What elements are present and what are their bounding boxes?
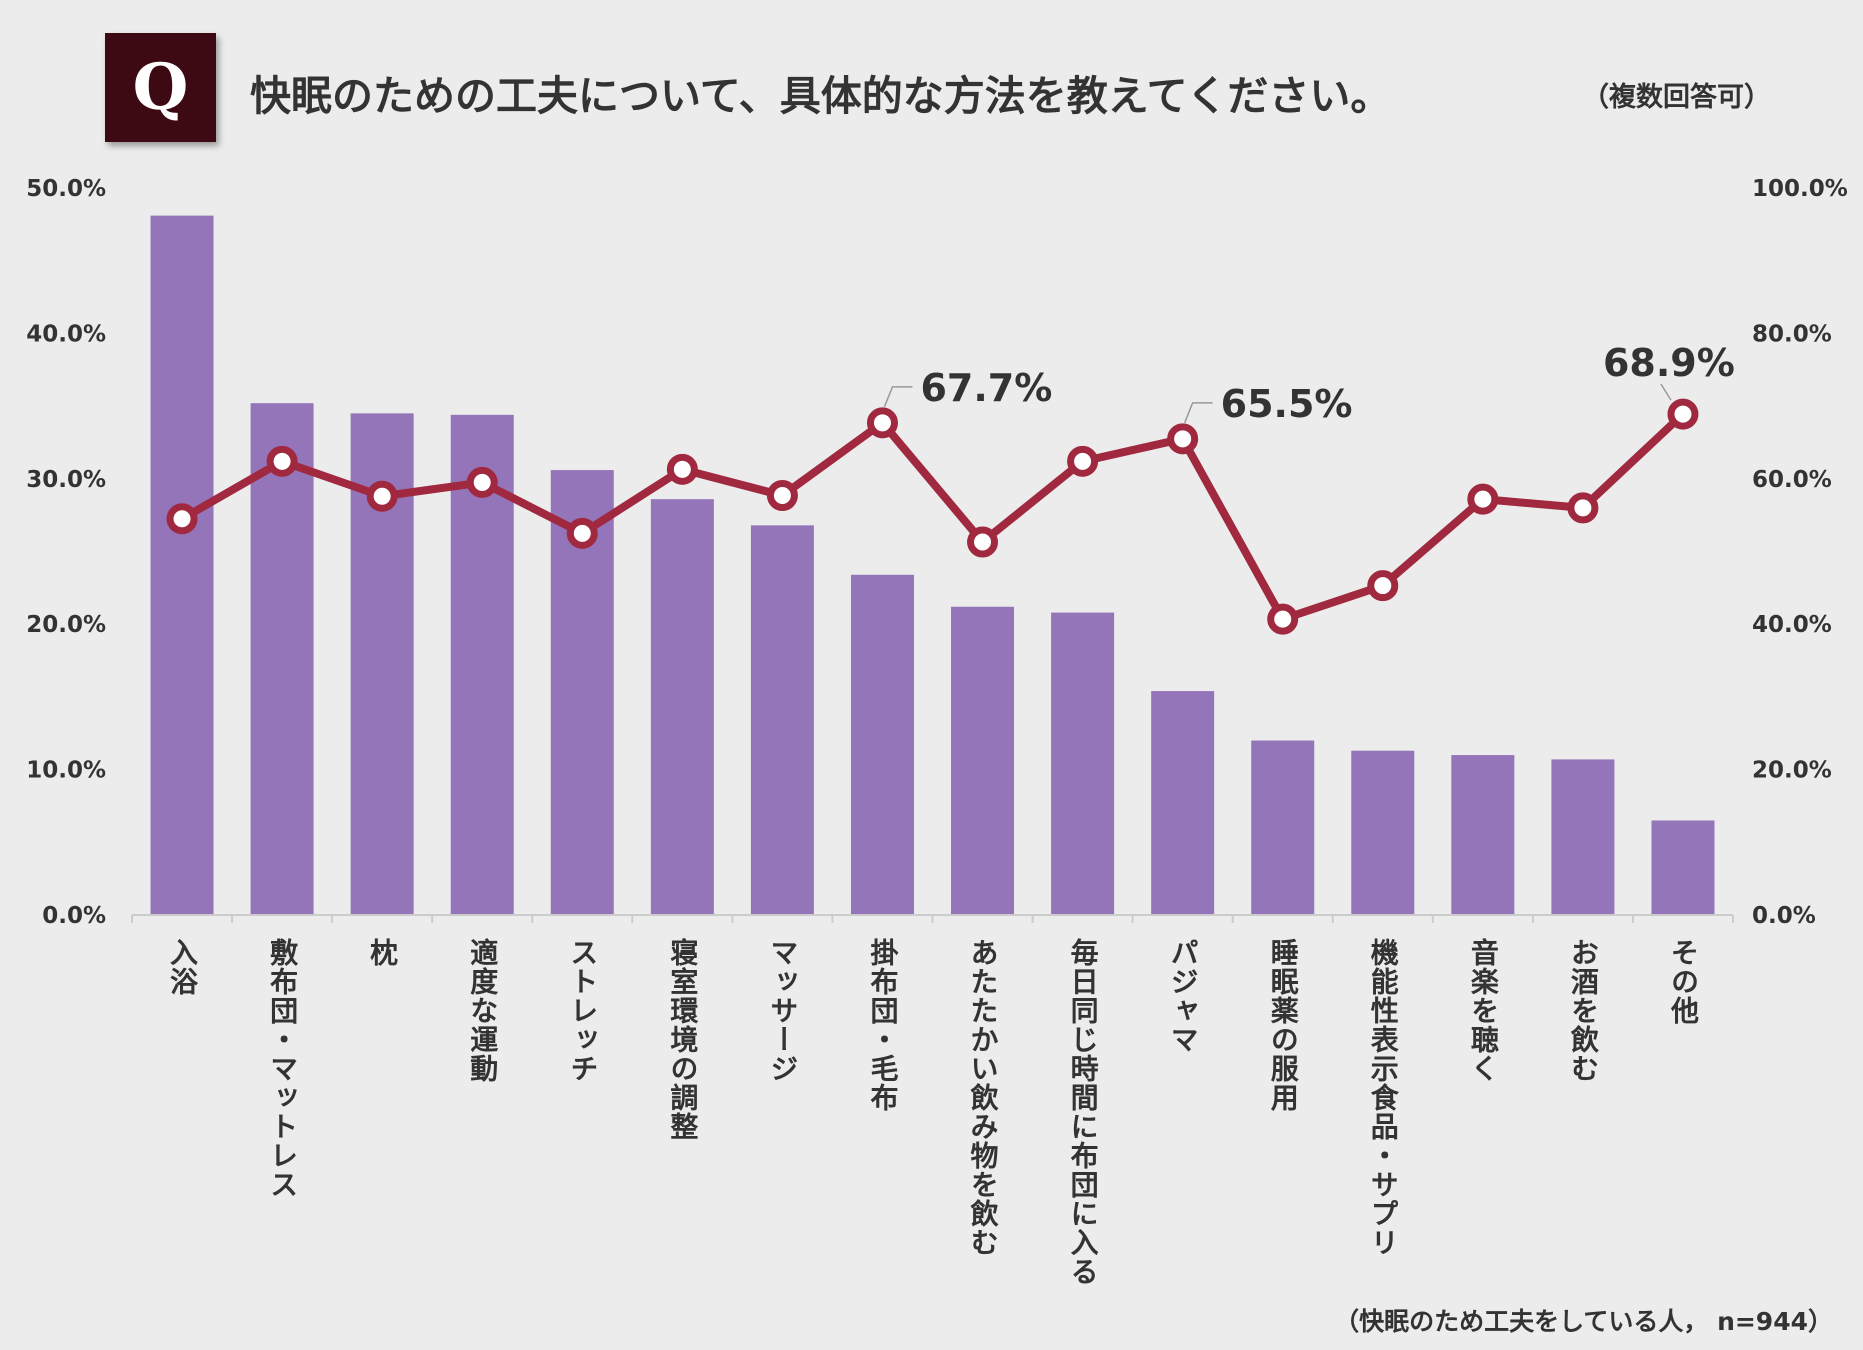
right-tick-label: 20.0%	[1752, 758, 1832, 784]
category-label: 枕	[366, 938, 400, 967]
category-label: ストレッチ	[566, 938, 600, 1083]
bar	[150, 215, 214, 916]
left-tick-label: 10.0%	[26, 758, 106, 784]
line-point	[1567, 492, 1599, 524]
bar	[1151, 691, 1215, 915]
line-point	[666, 453, 698, 485]
callout-label: 65.5%	[1221, 382, 1353, 426]
line-point	[1267, 603, 1299, 635]
right-tick-label: 100.0%	[1752, 176, 1848, 202]
question-badge: Q	[105, 33, 216, 142]
bar	[1651, 820, 1715, 915]
bar	[1551, 759, 1615, 915]
left-tick-label: 20.0%	[26, 612, 106, 638]
left-tick-label: 40.0%	[26, 321, 106, 347]
category-label: その他	[1666, 938, 1700, 1025]
line-point	[1667, 398, 1699, 430]
line-point	[1367, 570, 1399, 602]
line-path	[180, 411, 1686, 624]
line-point	[1067, 445, 1099, 477]
right-tick-label: 60.0%	[1752, 467, 1832, 493]
bar	[1051, 612, 1115, 915]
category-label: 睡眠薬の服用	[1266, 938, 1300, 1112]
callout-leader	[883, 386, 913, 408]
category-label: 入浴	[166, 938, 200, 996]
line-point	[967, 526, 999, 558]
category-label: お酒を飲む	[1566, 938, 1600, 1083]
category-label: パジャマ	[1166, 938, 1200, 1054]
line-point	[1167, 423, 1199, 455]
bar-series	[150, 215, 1715, 916]
category-label: 適度な運動	[466, 938, 500, 1083]
right-axis: 0.0% 20.0% 40.0% 60.0% 80.0% 100.0%	[1752, 176, 1848, 929]
bar	[750, 525, 814, 915]
left-tick-label: 0.0%	[42, 903, 106, 929]
right-tick-label: 40.0%	[1752, 612, 1832, 638]
callout-leader	[1660, 383, 1672, 401]
category-label: 機能性表示食品・サプリ	[1366, 938, 1400, 1257]
x-axis-ticks	[131, 915, 1734, 923]
category-label: マッサージ	[766, 938, 800, 1083]
left-tick-label: 50.0%	[26, 176, 106, 202]
right-tick-label: 0.0%	[1752, 903, 1816, 929]
right-tick-label: 80.0%	[1752, 321, 1832, 347]
category-label: 音楽を聴く	[1466, 938, 1500, 1083]
bar	[1351, 750, 1415, 915]
callout-leader	[1183, 402, 1213, 424]
line-point	[566, 517, 598, 549]
category-label: 毎日同じ時間に布団に入る	[1066, 938, 1100, 1286]
bar	[1451, 755, 1515, 915]
line-point	[466, 466, 498, 498]
line-series	[166, 398, 1699, 635]
bar	[650, 499, 714, 915]
question-title: 快眠のための工夫について、具体的な方法を教えてください。	[250, 72, 1392, 120]
bar	[850, 574, 914, 915]
question-note: （複数回答可）	[1582, 82, 1771, 113]
callouts: 67.7% 65.5% 68.9%	[883, 341, 1735, 426]
category-label: 掛布団・毛布	[866, 938, 900, 1112]
category-label: あたたかい飲み物を飲む	[966, 938, 1000, 1257]
line-point	[1467, 483, 1499, 515]
left-axis: 0.0% 10.0% 20.0% 30.0% 40.0% 50.0%	[26, 176, 106, 929]
line-point	[166, 503, 198, 535]
bar	[1251, 740, 1315, 915]
footnote: （快眠のため工夫をしている人， n=944）	[1334, 1307, 1833, 1336]
callout-label: 67.7%	[920, 366, 1052, 410]
line-point	[366, 480, 398, 512]
left-tick-label: 30.0%	[26, 467, 106, 493]
bar	[951, 606, 1015, 915]
category-label: 敷布団・マットレス	[266, 938, 300, 1199]
bar	[450, 414, 514, 915]
line-point	[866, 407, 898, 439]
line-point	[766, 480, 798, 512]
bar	[250, 403, 314, 915]
line-point	[266, 445, 298, 477]
callout-label: 68.9%	[1603, 341, 1735, 385]
category-label: 寝室環境の調整	[666, 938, 700, 1141]
